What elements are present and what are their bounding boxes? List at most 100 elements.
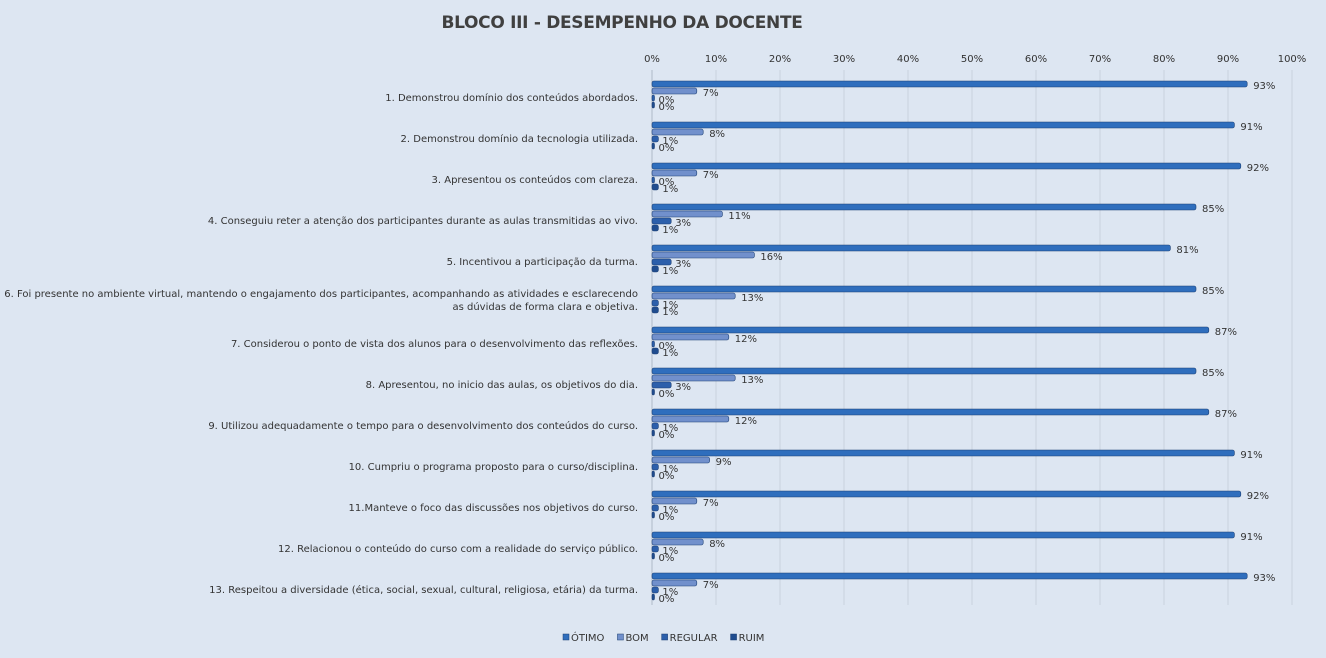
bar-ruim: [651, 429, 655, 437]
category-label: 10. Cumpriu o programa proposto para o c…: [349, 462, 638, 473]
chart-title-text: BLOCO III - DESEMPENHO DA DOCENTE: [441, 13, 803, 33]
data-label: 87%: [1215, 409, 1237, 420]
category-label: 8. Apresentou, no inicio das aulas, os o…: [366, 380, 638, 391]
data-label: 7%: [703, 498, 719, 509]
data-label: 7%: [703, 170, 719, 181]
data-label: 0%: [659, 430, 675, 441]
bar-ótimo: [651, 121, 1235, 129]
bar-regular: [651, 94, 655, 102]
data-label: 8%: [709, 539, 725, 550]
bar-ótimo: [651, 408, 1210, 416]
bar-regular: [651, 176, 655, 184]
category-label: 2. Demonstrou domínio da tecnologia util…: [401, 133, 638, 145]
data-label: 91%: [1240, 532, 1262, 543]
bar-bom: [651, 538, 704, 546]
data-label: 12%: [735, 334, 757, 345]
bar-ruim: [651, 347, 659, 355]
category-label: 7. Considerou o ponto de vista dos aluno…: [231, 339, 638, 350]
data-label: 7%: [703, 88, 719, 99]
data-label: 0%: [659, 553, 675, 564]
x-tick-label: 40%: [897, 54, 919, 65]
data-label: 87%: [1215, 327, 1237, 338]
bar-ruim: [651, 183, 659, 191]
x-tick-label: 80%: [1153, 54, 1175, 65]
bar-bom: [651, 210, 723, 218]
bar-regular: [651, 135, 659, 143]
data-label: 0%: [659, 95, 675, 106]
category-label: 12. Relacionou o conteúdo do curso com a…: [278, 543, 638, 555]
legend-swatch-ótimo: [562, 633, 570, 641]
data-label: 1%: [662, 505, 678, 516]
bar-bom: [651, 292, 736, 300]
legend-label: REGULAR: [670, 633, 718, 644]
bar-bom: [651, 374, 736, 382]
data-label: 16%: [760, 252, 782, 263]
bar-ótimo: [651, 80, 1248, 88]
data-label: 92%: [1247, 491, 1269, 502]
bar-ótimo: [651, 572, 1248, 580]
bar-regular: [651, 217, 672, 225]
bar-regular: [651, 299, 659, 307]
data-label: 11%: [728, 211, 750, 222]
data-label: 1%: [662, 464, 678, 475]
data-label: 1%: [662, 184, 678, 195]
bar-ótimo: [651, 449, 1235, 457]
category-label: 3. Apresentou os conteúdos com clareza.: [432, 174, 638, 186]
bar-regular: [651, 504, 659, 512]
data-label: 1%: [662, 266, 678, 277]
category-label: 11.Manteve o foco das discussões nos obj…: [349, 503, 638, 514]
category-label: 13. Respeitou a diversidade (ética, soci…: [209, 584, 638, 596]
bar-ótimo: [651, 162, 1242, 170]
legend-label: RUIM: [739, 633, 765, 644]
data-label: 9%: [716, 457, 732, 468]
data-label: 0%: [659, 594, 675, 605]
data-label: 0%: [659, 177, 675, 188]
x-tick-label: 30%: [833, 54, 855, 65]
bar-ruim: [651, 265, 659, 273]
bar-ruim: [651, 552, 655, 560]
data-label: 0%: [659, 143, 675, 154]
bar-bom: [651, 128, 704, 136]
category-label: 5. Incentivou a participação da turma.: [447, 257, 638, 268]
bar-regular: [651, 545, 659, 553]
data-label: 1%: [662, 348, 678, 359]
data-label: 12%: [735, 416, 757, 427]
data-label: 1%: [662, 300, 678, 311]
data-label: 13%: [741, 375, 763, 386]
bar-ruim: [651, 101, 655, 109]
data-label: 1%: [662, 423, 678, 434]
data-label: 0%: [659, 389, 675, 400]
bar-bom: [651, 415, 730, 423]
data-label: 1%: [662, 136, 678, 147]
bar-ruim: [651, 388, 655, 396]
data-label: 3%: [675, 218, 691, 229]
data-label: 0%: [659, 512, 675, 523]
chart-title: BLOCO III - DESEMPENHO DA DOCENTE: [0, 13, 1300, 33]
legend-label: ÓTIMO: [571, 631, 605, 644]
x-tick-label: 70%: [1089, 54, 1111, 65]
data-label: 92%: [1247, 163, 1269, 174]
data-label: 1%: [662, 587, 678, 598]
bar-bom: [651, 579, 698, 587]
bar-ruim: [651, 224, 659, 232]
data-label: 91%: [1240, 122, 1262, 133]
data-label: 91%: [1240, 450, 1262, 461]
bar-bom: [651, 251, 755, 259]
legend-swatch-bom: [617, 633, 624, 641]
data-label: 85%: [1202, 368, 1224, 379]
data-label: 7%: [703, 580, 719, 591]
data-label: 3%: [675, 259, 691, 270]
bar-ótimo: [651, 285, 1197, 293]
category-label: 1. Demonstrou domínio dos conteúdos abor…: [385, 92, 638, 104]
data-label: 0%: [659, 471, 675, 482]
bar-ruim: [651, 470, 655, 478]
bar-bom: [651, 456, 710, 464]
x-tick-label: 50%: [961, 54, 983, 65]
bar-ruim: [651, 142, 655, 150]
bar-regular: [651, 381, 672, 389]
data-label: 1%: [662, 307, 678, 318]
bar-ruim: [651, 593, 655, 601]
bar-bom: [651, 87, 698, 95]
bar-ótimo: [651, 203, 1197, 211]
